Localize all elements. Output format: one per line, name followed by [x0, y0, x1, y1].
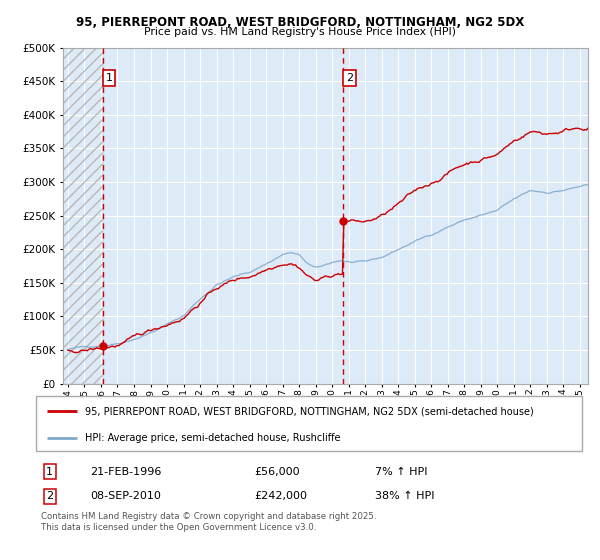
Text: 7% ↑ HPI: 7% ↑ HPI	[374, 467, 427, 477]
Text: 1: 1	[46, 467, 53, 477]
Text: HPI: Average price, semi-detached house, Rushcliffe: HPI: Average price, semi-detached house,…	[85, 433, 341, 442]
Text: 38% ↑ HPI: 38% ↑ HPI	[374, 491, 434, 501]
Text: 95, PIERREPONT ROAD, WEST BRIDGFORD, NOTTINGHAM, NG2 5DX: 95, PIERREPONT ROAD, WEST BRIDGFORD, NOT…	[76, 16, 524, 29]
Text: 08-SEP-2010: 08-SEP-2010	[91, 491, 161, 501]
Text: 21-FEB-1996: 21-FEB-1996	[91, 467, 162, 477]
Text: £242,000: £242,000	[254, 491, 307, 501]
Text: 2: 2	[346, 73, 353, 83]
Text: Contains HM Land Registry data © Crown copyright and database right 2025.
This d: Contains HM Land Registry data © Crown c…	[41, 512, 377, 532]
Text: £56,000: £56,000	[254, 467, 300, 477]
Text: 1: 1	[106, 73, 113, 83]
Text: Price paid vs. HM Land Registry's House Price Index (HPI): Price paid vs. HM Land Registry's House …	[144, 27, 456, 38]
Text: 95, PIERREPONT ROAD, WEST BRIDGFORD, NOTTINGHAM, NG2 5DX (semi-detached house): 95, PIERREPONT ROAD, WEST BRIDGFORD, NOT…	[85, 407, 534, 416]
Text: 2: 2	[46, 491, 53, 501]
